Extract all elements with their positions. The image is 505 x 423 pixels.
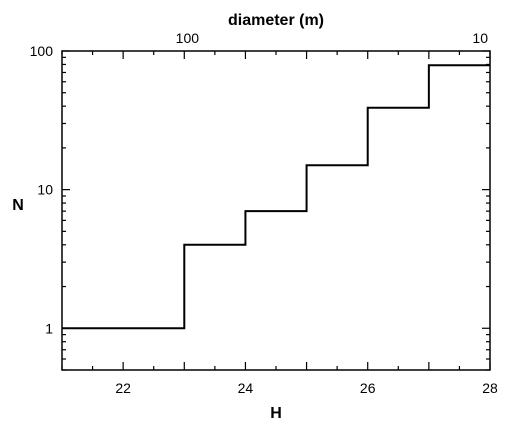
x-tick-label: 24 [238,380,254,396]
y-tick-label: 10 [37,182,53,198]
tick-labels: 22 24 26 28 1 10 100 100 10 [30,30,498,396]
top-tick-label: 10 [472,30,488,46]
y-axis-title: N [12,197,24,214]
x-tick-label: 22 [115,380,131,396]
y-tick-label: 100 [30,43,54,59]
y-tick-label: 1 [45,320,53,336]
plot-frame [61,50,491,371]
top-axis-title: diameter (m) [228,12,324,29]
top-tick-label: 100 [176,30,200,46]
x-tick-label: 28 [482,380,498,396]
x-tick-label: 26 [360,380,376,396]
series-step-line [62,64,490,330]
x-axis-title: H [270,405,282,422]
